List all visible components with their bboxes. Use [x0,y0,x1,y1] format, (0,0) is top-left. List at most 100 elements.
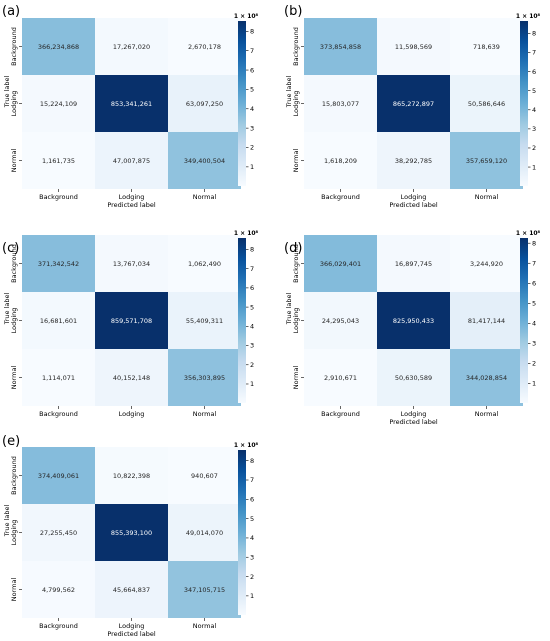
cell-value-label: 371,342,542 [38,260,79,268]
colorbar-tick-label: 2 [532,144,536,152]
colorbar-tick-label: 8 [250,28,254,36]
cell-value-label: 40,152,148 [113,374,150,382]
heatmap-cell [22,292,95,349]
cell-value-label: 349,400,504 [184,157,225,165]
colorbar-tick-label: 5 [250,86,254,94]
cell-value-label: 4,799,562 [42,586,75,594]
heatmap-cell [95,235,168,292]
cell-value-label: 2,670,178 [188,43,221,51]
colorbar-tick-label: 1 [250,592,254,600]
heatmap-cell [22,349,95,406]
colorbar-tick-label: 6 [250,496,254,504]
cell-value-label: 859,571,708 [111,317,152,325]
x-tick-label: Lodging [401,193,427,201]
cell-value-label: 366,234,868 [38,43,79,51]
y-tick-label: Normal [10,149,18,173]
heatmap-cell [304,75,377,132]
cell-value-label: 356,303,895 [184,374,225,382]
heatmap-cell [168,75,241,132]
panel-label: (e) [2,434,20,449]
colorbar-tick-label: 4 [532,106,536,114]
cell-value-label: 366,029,401 [320,260,361,268]
colorbar-tick-label: 3 [250,342,254,350]
colorbar-tick-label: 8 [532,30,536,38]
x-tick-label: Normal [193,410,217,418]
cell-value-label: 865,272,897 [393,100,434,108]
colorbar-tick-label: 7 [532,259,536,267]
y-tick-label: Lodging [292,91,300,117]
cell-value-label: 10,822,398 [113,472,150,480]
colorbar-tick-label: 4 [250,323,254,331]
colorbar-tick-label: 5 [250,515,254,523]
y-tick-label: Lodging [10,308,18,334]
x-tick-label: Normal [475,410,499,418]
heatmap-cell [377,349,450,406]
y-tick-label: Background [10,456,18,495]
cell-value-label: 718,639 [473,43,500,51]
heatmap-cell [168,504,241,561]
heatmap-cell [95,447,168,504]
colorbar-tick-label: 8 [532,239,536,247]
x-tick-label: Normal [193,622,217,630]
heatmap-cell [450,292,523,349]
cell-value-label: 15,803,077 [322,100,359,108]
y-tick-label: Normal [292,366,300,390]
y-tick-label: Normal [10,366,18,390]
colorbar-tick-label: 1 [532,380,536,388]
cell-value-label: 81,417,144 [468,317,505,325]
cell-value-label: 3,244,920 [470,260,503,268]
heatmap-cell [168,292,241,349]
cell-value-label: 855,393,100 [111,529,152,537]
heatmap-cell [377,132,450,189]
heatmap-cell [304,235,377,292]
panel-label: (d) [284,241,302,256]
heatmap-cell [95,132,168,189]
heatmap-cell [450,235,523,292]
confusion-matrix-panel-3: (c) 371,342,542 13,767,034 1,062,490 16,681,… [2,230,259,418]
colorbar-tick-label: 7 [250,476,254,484]
colorbar-tick-label: 7 [250,265,254,273]
heatmap-cell [304,18,377,75]
colorbar-tick-label: 8 [250,457,254,465]
colorbar-multiplier-label: 1 × 10⁸ [516,13,541,20]
x-tick-label: Background [39,622,78,630]
colorbar-tick-label: 2 [250,361,254,369]
colorbar-tick-label: 6 [532,68,536,76]
heatmap-cell [168,447,241,504]
cell-value-label: 63,097,250 [186,100,223,108]
colorbar-tick-label: 6 [250,66,254,74]
heatmap-cell [22,18,95,75]
cell-value-label: 2,910,671 [324,374,357,382]
heatmap-cell [95,504,168,561]
cell-value-label: 45,664,837 [113,586,150,594]
y-axis-label: True label [3,293,11,326]
heatmap-cell [22,132,95,189]
y-tick-label: Background [292,244,300,283]
colorbar-tick-label: 5 [250,303,254,311]
heatmap-cell [377,235,450,292]
cell-value-label: 344,028,854 [466,374,507,382]
heatmap-cell [95,75,168,132]
cell-value-label: 853,341,261 [111,100,152,108]
cell-value-label: 15,224,109 [40,100,77,108]
cell-value-label: 16,897,745 [395,260,432,268]
y-axis-label: True label [3,76,11,109]
colorbar [520,21,528,186]
y-axis-label: True label [285,293,293,326]
heatmap-cell [304,292,377,349]
x-tick-label: Normal [193,193,217,201]
colorbar-multiplier-label: 1 × 10⁸ [516,230,541,237]
heatmap-cell [377,292,450,349]
cell-value-label: 1,114,071 [42,374,75,382]
cell-value-label: 55,409,311 [186,317,223,325]
heatmap-cell [168,132,241,189]
y-tick-label: Background [10,27,18,66]
cell-value-label: 13,767,034 [113,260,150,268]
cell-value-label: 17,267,020 [113,43,150,51]
panel-label: (b) [284,4,302,19]
x-axis-label: Predicted label [107,201,155,209]
colorbar [520,238,528,403]
heatmap-cell [377,18,450,75]
